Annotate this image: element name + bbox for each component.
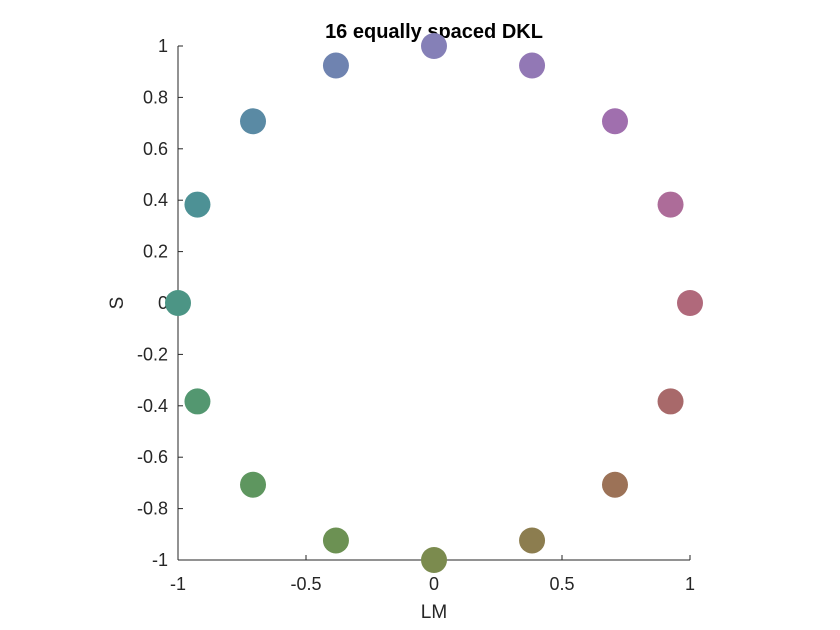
data-point	[677, 290, 703, 316]
y-tick-label: -0.8	[137, 499, 168, 519]
axis-ticks: -1 -0.5 0 0.5 1 1 0.8 0.6 0.4 0.2 0 -0.2 -0.4 -0.6 -0.…	[137, 36, 695, 594]
data-point	[601, 471, 628, 498]
y-axis-label: S	[107, 297, 128, 310]
x-tick-label: 0	[429, 574, 439, 594]
data-point	[165, 290, 191, 316]
data-point	[322, 527, 349, 554]
data-points	[165, 33, 703, 573]
data-point	[421, 33, 447, 59]
data-point	[184, 388, 211, 415]
x-tick-label: 0.5	[549, 574, 574, 594]
y-tick-label: 0.8	[143, 87, 168, 107]
x-tick-label: 1	[685, 574, 695, 594]
y-tick-label: 0.6	[143, 139, 168, 159]
y-tick-label: -0.6	[137, 447, 168, 467]
y-tick-label: 0	[158, 293, 168, 313]
data-point	[421, 547, 447, 573]
data-point	[519, 527, 546, 554]
data-point	[601, 108, 628, 135]
data-point	[657, 388, 684, 415]
data-point	[240, 108, 267, 135]
x-axis-label: LM	[421, 602, 447, 623]
y-tick-label: -0.2	[137, 344, 168, 364]
y-tick-label: 0.4	[143, 190, 168, 210]
y-tick-label: -0.4	[137, 396, 168, 416]
chart-title: 16 equally spaced DKL	[325, 21, 543, 43]
data-point	[184, 191, 211, 218]
x-tick-label: -1	[170, 574, 186, 594]
data-point	[240, 471, 267, 498]
data-point	[657, 191, 684, 218]
data-point	[519, 52, 546, 79]
y-tick-label: -1	[152, 550, 168, 570]
data-point	[322, 52, 349, 79]
y-tick-label: 1	[158, 36, 168, 56]
x-tick-label: -0.5	[290, 574, 321, 594]
y-tick-label: 0.2	[143, 242, 168, 262]
